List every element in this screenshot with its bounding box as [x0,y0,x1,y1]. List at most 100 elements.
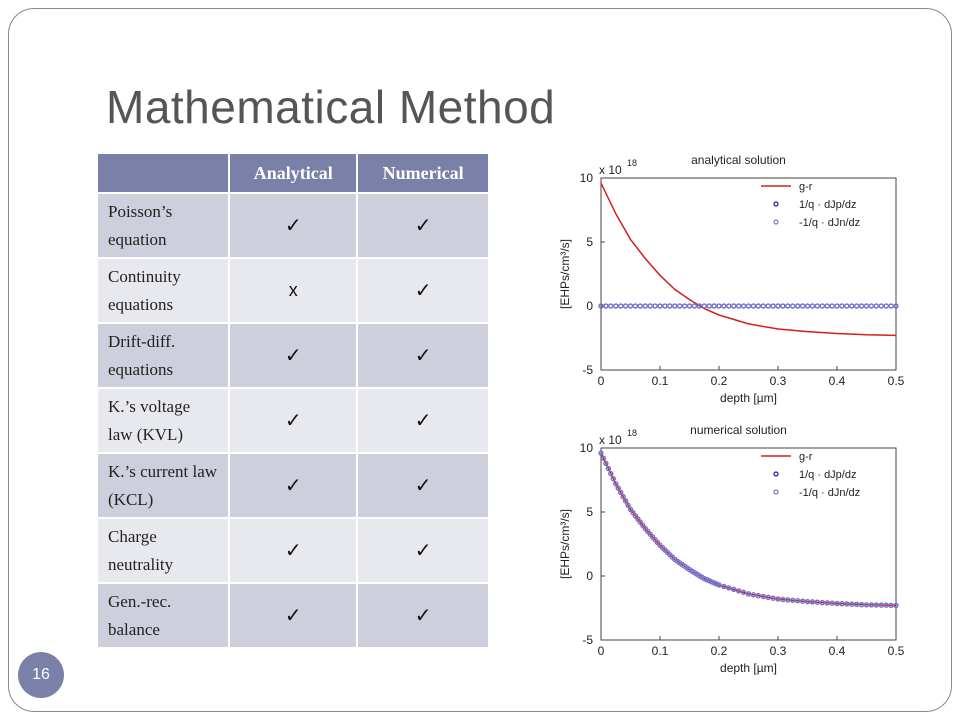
series-marker [640,522,646,529]
series-marker [868,303,874,309]
series-marker [603,303,609,309]
series-marker [888,303,894,309]
y-tick-label: 0 [586,299,593,313]
y-tick-label: 5 [586,505,593,519]
series-marker [736,303,742,309]
row-label: Charge neutrality [95,517,231,584]
x-tick-label: 0.1 [652,374,669,388]
series-marker [834,303,840,309]
series-marker [701,303,707,309]
analytical-check-icon: ✓ [228,582,359,649]
series-marker [618,489,624,496]
series-marker [795,303,801,309]
series-marker [667,303,673,309]
series-marker [716,582,722,588]
row-label: Drift-diff. equations [95,322,231,389]
series-marker [824,600,830,606]
legend-entry: -1/q · dJn/dz [799,487,860,499]
series-marker [613,481,619,487]
x-tick-label: 0.1 [652,644,669,658]
series-marker [878,303,884,309]
series-marker [863,303,870,309]
row-label: Poisson’s equation [95,192,231,259]
analytical-check-icon: ✓ [228,387,359,454]
table-header-empty [95,152,231,194]
series-marker [731,586,737,592]
numerical-check-icon: ✓ [356,322,490,389]
series-marker [608,303,614,309]
table-header-numerical: Numerical [356,152,490,194]
x-tick-label: 0.2 [711,644,728,658]
analytical-check-icon: ✓ [228,517,359,584]
series-marker [800,598,806,604]
series-marker [691,303,697,309]
series-marker [647,303,653,309]
series-marker [839,303,845,309]
series-marker [745,591,752,597]
row-label: K.’s voltage law (KVL) [95,387,231,454]
series-marker [672,303,678,309]
table-row: Continuity equations x ✓ [95,257,490,324]
slide-frame [8,8,952,712]
series-marker [726,585,732,591]
analytical-check-icon: ✓ [228,452,359,519]
table-row: Charge neutrality ✓ ✓ [95,517,490,584]
y-multiplier-exponent: 18 [627,158,637,168]
series-marker [770,303,776,309]
series-marker [709,579,715,585]
series-marker [654,539,661,546]
series-marker [741,589,747,595]
legend-marker-icon [773,471,779,477]
series-marker [765,303,771,309]
series-marker [824,303,830,309]
series-marker [893,303,899,309]
series-marker [790,303,796,309]
series-marker [635,516,641,522]
series-marker [844,303,850,309]
legend-entry: 1/q · dJp/dz [799,199,856,211]
series-line-g-r [600,182,897,337]
analytical-cross-icon: x [228,257,359,324]
table-row: K.’s current law (KCL) ✓ ✓ [95,452,490,519]
row-label: K.’s current law (KCL) [95,452,231,519]
chart-title: analytical solution [691,153,786,167]
series-marker [713,581,720,587]
analytical-check-icon: ✓ [228,322,359,389]
series-marker [760,593,766,600]
series-marker [750,592,756,598]
series-marker [819,600,825,606]
legend-entry: 1/q · dJp/dz [799,469,856,481]
series-marker [642,303,648,309]
series-marker [765,594,771,600]
slide-title: Mathematical Method [106,81,556,133]
series-marker [645,528,651,535]
analytical-solution-chart: analytical solution x 10 18 10 5 0 -5 0 0.1 0.2 0.… [558,153,905,405]
series-marker [804,303,811,309]
numerical-check-icon: ✓ [356,387,490,454]
series-marker [627,506,634,513]
row-label: Continuity equations [95,257,231,324]
row-label: Gen.-rec. balance [95,582,231,649]
series-marker [878,602,884,608]
series-marker [755,303,761,309]
series-marker [721,583,727,590]
series-marker [854,601,860,607]
page-number-badge: 16 [18,652,64,698]
series-marker [859,602,865,608]
y-tick-label: -5 [582,363,593,377]
table-row: Gen.-rec. balance ✓ ✓ [95,582,490,649]
series-marker [873,602,879,608]
table-row: Drift-diff. equations ✓ ✓ [95,322,490,389]
series-line-g-r [600,452,897,607]
series-marker [716,303,722,309]
series-marker [625,502,631,508]
series-marker [721,303,727,309]
series-marker [849,601,855,607]
series-marker [834,600,840,607]
series-marker [632,513,639,519]
series-marker [677,303,683,309]
numerical-check-icon: ✓ [356,192,490,259]
x-tick-label: 0 [598,644,605,658]
series-marker [603,460,609,467]
legend-entry: -1/q · dJn/dz [799,217,860,229]
